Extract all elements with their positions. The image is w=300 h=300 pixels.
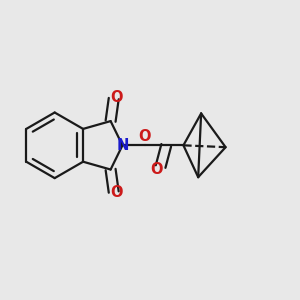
Text: O: O bbox=[139, 129, 151, 144]
Text: O: O bbox=[111, 185, 123, 200]
Text: O: O bbox=[111, 91, 123, 106]
Text: N: N bbox=[116, 138, 129, 153]
Text: O: O bbox=[151, 162, 163, 177]
